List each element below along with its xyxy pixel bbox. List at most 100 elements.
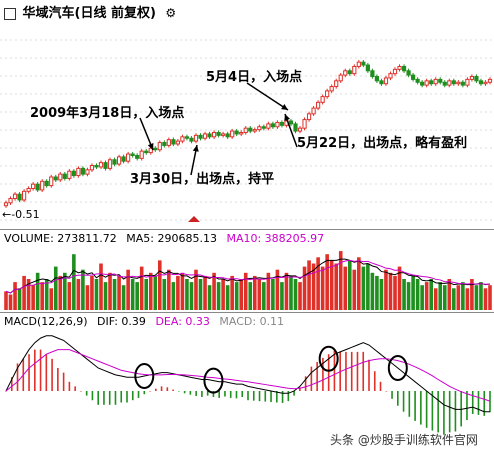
macd-bar	[247, 391, 249, 401]
volume-bar	[225, 285, 230, 310]
candle	[44, 180, 49, 187]
candle	[49, 176, 54, 187]
macd-bar	[143, 391, 146, 395]
arrow-head	[281, 103, 288, 110]
volume-bar	[126, 269, 130, 310]
macd-bar	[327, 354, 330, 391]
candle	[370, 70, 375, 78]
volume-bar	[35, 272, 40, 310]
candle	[352, 65, 357, 75]
volume-bar	[121, 285, 126, 310]
candle	[216, 132, 221, 136]
macd-bar	[149, 391, 151, 392]
watermark: 头条 @炒股手训练软件官网	[330, 433, 478, 447]
candle	[460, 81, 465, 86]
macd-bar	[391, 391, 393, 399]
candle	[130, 153, 135, 156]
candle	[474, 76, 479, 82]
macd-bar	[466, 391, 468, 420]
volume-bar	[397, 266, 402, 310]
price-chart	[0, 39, 494, 222]
candle	[26, 187, 31, 192]
candle	[334, 80, 339, 88]
macd-bar	[120, 391, 123, 403]
candle	[62, 173, 67, 179]
volume-bar	[130, 279, 135, 310]
volume-bar	[8, 294, 13, 310]
candle	[94, 165, 99, 168]
macd-bar	[379, 381, 382, 391]
candle	[388, 73, 393, 79]
candle	[135, 154, 140, 159]
candle	[175, 140, 180, 145]
arrow-head	[284, 114, 291, 121]
candle	[261, 126, 266, 129]
candle	[447, 80, 452, 86]
volume-bar	[284, 272, 289, 310]
volume-bar	[234, 282, 239, 310]
candle	[442, 81, 447, 86]
candle	[71, 170, 76, 177]
candle	[483, 81, 488, 85]
candle	[17, 193, 22, 201]
volume-bar	[171, 282, 176, 310]
volume-bar	[271, 279, 275, 310]
volume-bar	[357, 257, 361, 310]
volume-bar	[470, 279, 474, 310]
volume-bar	[352, 269, 357, 310]
candle	[221, 133, 226, 136]
candle	[252, 129, 257, 132]
volume-bar	[388, 272, 393, 310]
volume-bar	[420, 285, 424, 310]
macd-bar	[68, 381, 71, 391]
volume-bar	[302, 266, 307, 310]
volume-bar	[67, 282, 72, 310]
macd-bar	[5, 391, 7, 392]
candle	[338, 74, 343, 82]
volume-ma5: MA5: 290685.13	[126, 232, 217, 245]
candle	[171, 139, 176, 145]
volume-bar	[442, 285, 447, 310]
settings-gear-icon[interactable]: ⚙	[165, 6, 177, 20]
macd-header: MACD(12,26,9) DIF: 0.39 DEA: 0.33 MACD: …	[4, 315, 290, 328]
macd-line	[5, 335, 490, 413]
volume-bar	[207, 285, 212, 310]
macd-bar	[224, 391, 226, 397]
candle	[85, 169, 90, 175]
macd-bar	[322, 357, 324, 391]
candle	[12, 193, 18, 200]
volume-bar	[280, 282, 284, 310]
divider-1	[0, 229, 494, 230]
macd-bar	[350, 351, 353, 391]
crossover-circle	[387, 355, 408, 381]
volume-bar	[461, 282, 465, 310]
candle	[103, 162, 108, 169]
candle	[148, 147, 153, 154]
marker-triangle	[188, 216, 200, 222]
macd-bar	[155, 388, 157, 391]
candle	[279, 121, 285, 126]
candle	[275, 121, 280, 128]
macd-bar	[270, 391, 272, 403]
macd-bar	[80, 391, 82, 392]
macd-bar	[362, 351, 365, 391]
macd-bar	[489, 391, 491, 413]
macd-bar	[402, 391, 405, 412]
low-price-label: ←-0.51	[2, 208, 40, 221]
volume-bar	[148, 272, 153, 310]
candle	[424, 80, 429, 86]
chart-title: 华域汽车(日线 前复权)	[22, 6, 156, 21]
crossover-circle	[203, 367, 224, 394]
candle	[80, 167, 85, 175]
candle	[365, 64, 370, 72]
volume-bar	[185, 279, 189, 310]
macd-bar	[483, 391, 486, 416]
volume-bar	[58, 275, 63, 310]
volume-bar	[31, 285, 35, 310]
annotation-may4: 5月4日，入场点	[206, 70, 303, 85]
candle	[76, 167, 81, 177]
macd-bar	[397, 391, 399, 406]
volume-bar	[456, 285, 461, 310]
macd-bar	[454, 391, 457, 432]
chart-icon[interactable]	[4, 8, 16, 20]
